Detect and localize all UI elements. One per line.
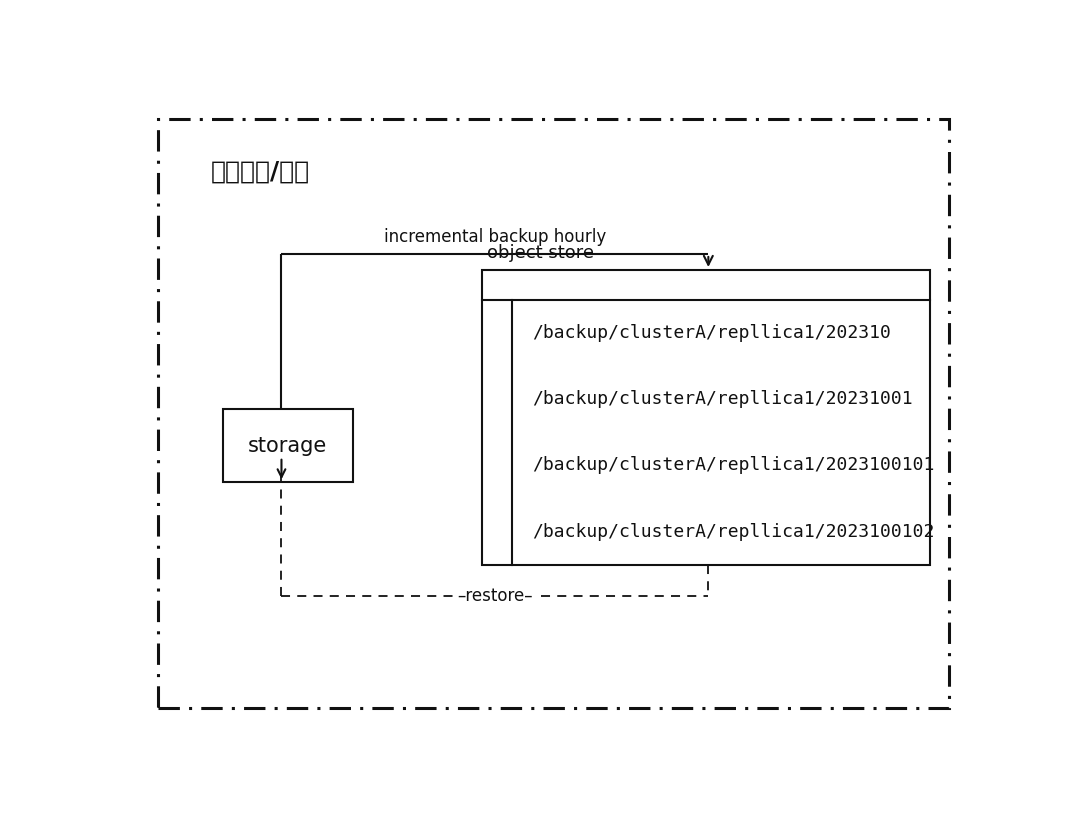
Bar xyxy=(222,409,352,482)
Text: incremental backup hourly: incremental backup hourly xyxy=(383,229,606,246)
Text: /backup/clusterA/repllica1/2023100102: /backup/clusterA/repllica1/2023100102 xyxy=(532,523,935,541)
Text: /backup/clusterA/repllica1/202310: /backup/clusterA/repllica1/202310 xyxy=(532,324,891,342)
Text: 数据备份/恢复: 数据备份/恢复 xyxy=(211,160,310,184)
Text: object store: object store xyxy=(486,244,594,262)
Text: /backup/clusterA/repllica1/2023100101: /backup/clusterA/repllica1/2023100101 xyxy=(532,457,935,474)
Text: storage: storage xyxy=(248,435,327,456)
Text: –restore–: –restore– xyxy=(457,588,532,605)
Text: /backup/clusterA/repllica1/20231001: /backup/clusterA/repllica1/20231001 xyxy=(532,390,914,408)
Bar xyxy=(483,270,930,565)
